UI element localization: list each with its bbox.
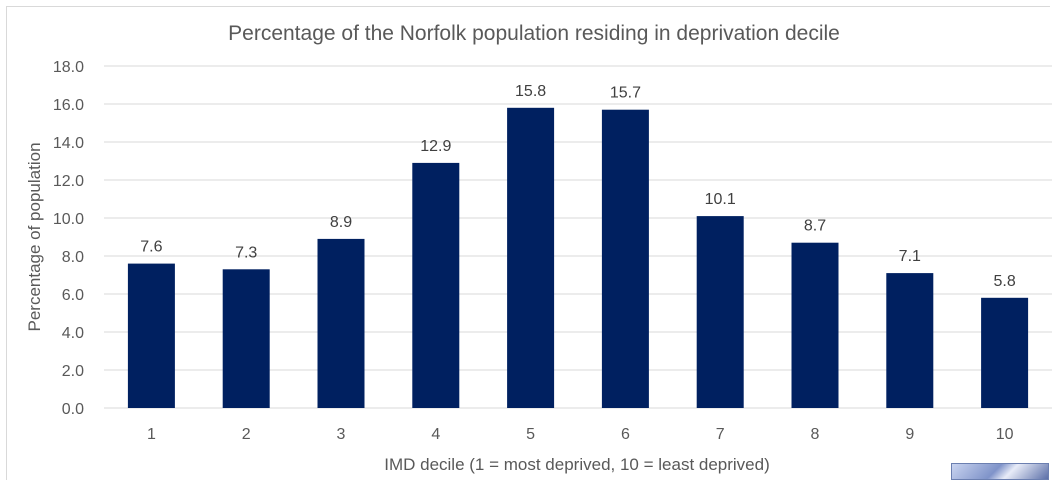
data-label: 10.1: [705, 191, 736, 208]
x-axis-ticks: 1 2 3 4 5 6 7 8 9 10: [147, 426, 1014, 443]
x-axis-label: IMD decile (1 = most deprived, 10 = leas…: [384, 455, 770, 474]
y-tick-label: 18.0: [53, 59, 84, 76]
x-tick-label: 9: [905, 426, 914, 443]
x-tick-label: 6: [621, 426, 630, 443]
chart-frame: [6, 6, 1050, 480]
bar: [222, 269, 270, 408]
data-label: 15.8: [515, 83, 546, 100]
bar: [601, 109, 649, 408]
bar: [412, 162, 460, 408]
x-tick-label: 4: [431, 426, 440, 443]
x-tick-label: 8: [811, 426, 820, 443]
data-label: 8.7: [804, 218, 826, 235]
chart-title: Percentage of the Norfolk population res…: [228, 22, 840, 45]
corner-thumbnail-image: [951, 463, 1049, 480]
data-label: 7.1: [899, 248, 921, 265]
y-axis-label: Percentage of population: [25, 142, 44, 331]
bars: [127, 107, 1029, 409]
bar: [981, 297, 1029, 408]
data-label: 5.8: [993, 273, 1015, 290]
x-tick-label: 3: [337, 426, 346, 443]
bar: [317, 238, 365, 408]
y-axis-ticks: 0.0 2.0 4.0 6.0 8.0 10.0 12.0 14.0 16.0 18.0: [53, 59, 84, 418]
data-label: 7.6: [140, 239, 162, 256]
x-tick-label: 10: [996, 426, 1014, 443]
y-tick-label: 16.0: [53, 97, 84, 114]
data-label: 7.3: [235, 244, 257, 261]
y-tick-label: 10.0: [53, 211, 84, 228]
bar: [791, 242, 839, 408]
data-label: 8.9: [330, 214, 352, 231]
data-labels: 7.6 7.3 8.9 12.9 15.8 15.7 10.1 8.7 7.1 5.8: [140, 83, 1016, 290]
y-tick-label: 4.0: [62, 325, 84, 342]
data-label: 15.7: [610, 85, 641, 102]
bar: [886, 273, 934, 408]
data-label: 12.9: [420, 138, 451, 155]
y-tick-label: 6.0: [62, 287, 84, 304]
y-tick-label: 8.0: [62, 249, 84, 266]
bar: [696, 216, 744, 408]
bar: [127, 263, 175, 408]
x-tick-label: 5: [526, 426, 535, 443]
x-tick-label: 1: [147, 426, 156, 443]
x-tick-label: 7: [716, 426, 725, 443]
y-tick-label: 12.0: [53, 173, 84, 190]
x-tick-label: 2: [242, 426, 251, 443]
bar: [507, 107, 555, 409]
y-tick-label: 0.0: [62, 401, 84, 418]
y-tick-label: 14.0: [53, 135, 84, 152]
y-tick-label: 2.0: [62, 363, 84, 380]
